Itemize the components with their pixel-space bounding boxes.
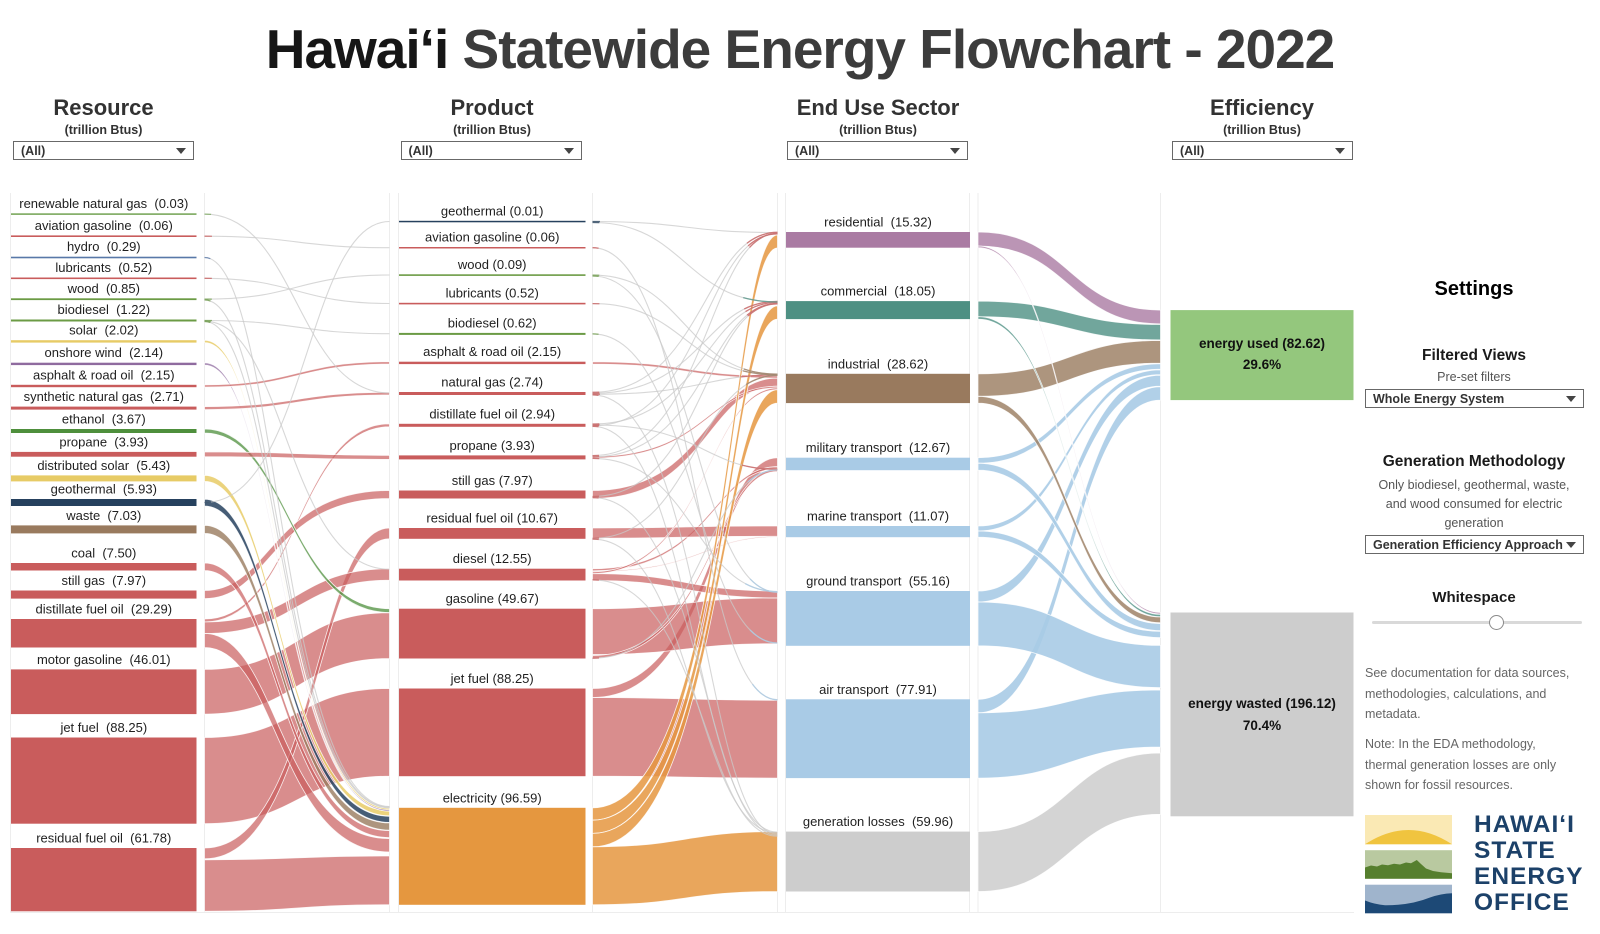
svg-text:gasoline (49.67): gasoline (49.67) — [446, 591, 539, 606]
svg-text:wood (0.09): wood (0.09) — [457, 257, 527, 272]
svg-text:jet fuel (88.25): jet fuel (88.25) — [450, 671, 534, 686]
svg-text:biodiesel (0.62): biodiesel (0.62) — [448, 315, 537, 330]
svg-text:natural gas (2.74): natural gas (2.74) — [441, 375, 543, 390]
svg-text:marine transport (11.07): marine transport (11.07) — [807, 509, 949, 524]
svg-text:air transport (77.91): air transport (77.91) — [819, 682, 937, 697]
svg-text:asphalt & road oil (2.15): asphalt & road oil (2.15) — [33, 367, 175, 382]
svg-text:propane (3.93): propane (3.93) — [450, 438, 535, 453]
svg-text:geothermal (0.01): geothermal (0.01) — [441, 203, 544, 218]
svg-text:residual fuel oil (61.78): residual fuel oil (61.78) — [36, 831, 171, 846]
svg-text:motor gasoline (46.01): motor gasoline (46.01) — [37, 652, 171, 667]
svg-text:energy wasted (196.12): energy wasted (196.12) — [1188, 696, 1336, 711]
svg-text:ethanol (3.67): ethanol (3.67) — [62, 412, 146, 427]
svg-text:biodiesel (1.22): biodiesel (1.22) — [58, 302, 151, 317]
svg-text:geothermal (5.93): geothermal (5.93) — [51, 482, 157, 497]
svg-text:jet fuel (88.25): jet fuel (88.25) — [59, 720, 147, 735]
svg-text:wood (0.85): wood (0.85) — [67, 281, 140, 296]
svg-text:aviation gasoline (0.06): aviation gasoline (0.06) — [425, 230, 559, 245]
svg-text:synthetic natural gas (2.71): synthetic natural gas (2.71) — [24, 389, 184, 404]
svg-text:energy used (82.62): energy used (82.62) — [1199, 336, 1325, 351]
svg-text:distillate fuel oil (29.29): distillate fuel oil (29.29) — [36, 602, 173, 617]
svg-text:military transport (12.67): military transport (12.67) — [806, 440, 951, 455]
svg-text:still gas (7.97): still gas (7.97) — [452, 473, 533, 488]
svg-text:coal (7.50): coal (7.50) — [71, 546, 136, 561]
svg-text:asphalt & road oil (2.15): asphalt & road oil (2.15) — [423, 344, 561, 359]
svg-text:29.6%: 29.6% — [1243, 357, 1281, 372]
svg-text:lubricants (0.52): lubricants (0.52) — [446, 285, 539, 300]
svg-text:residential (15.32): residential (15.32) — [824, 215, 932, 230]
svg-text:still gas (7.97): still gas (7.97) — [62, 573, 147, 588]
svg-text:distributed solar (5.43): distributed solar (5.43) — [37, 458, 170, 473]
svg-text:70.4%: 70.4% — [1243, 718, 1281, 733]
svg-text:propane (3.93): propane (3.93) — [59, 434, 148, 449]
svg-text:waste (7.03): waste (7.03) — [65, 508, 141, 523]
svg-text:distillate fuel oil (2.94): distillate fuel oil (2.94) — [429, 406, 555, 421]
svg-text:diesel (12.55): diesel (12.55) — [453, 551, 532, 566]
svg-text:solar (2.02): solar (2.02) — [69, 323, 138, 338]
svg-text:industrial (28.62): industrial (28.62) — [828, 356, 928, 371]
svg-text:generation losses (59.96): generation losses (59.96) — [803, 814, 953, 829]
svg-text:renewable natural gas (0.03): renewable natural gas (0.03) — [19, 196, 188, 211]
svg-text:lubricants (0.52): lubricants (0.52) — [55, 260, 152, 275]
svg-text:residual fuel oil (10.67): residual fuel oil (10.67) — [426, 511, 558, 526]
svg-text:commercial (18.05): commercial (18.05) — [821, 284, 936, 299]
svg-text:aviation gasoline (0.06): aviation gasoline (0.06) — [35, 218, 173, 233]
svg-text:electricity (96.59): electricity (96.59) — [443, 790, 542, 805]
svg-text:onshore wind (2.14): onshore wind (2.14) — [45, 345, 164, 360]
svg-text:ground transport (55.16): ground transport (55.16) — [806, 574, 950, 589]
svg-text:hydro (0.29): hydro (0.29) — [67, 239, 141, 254]
